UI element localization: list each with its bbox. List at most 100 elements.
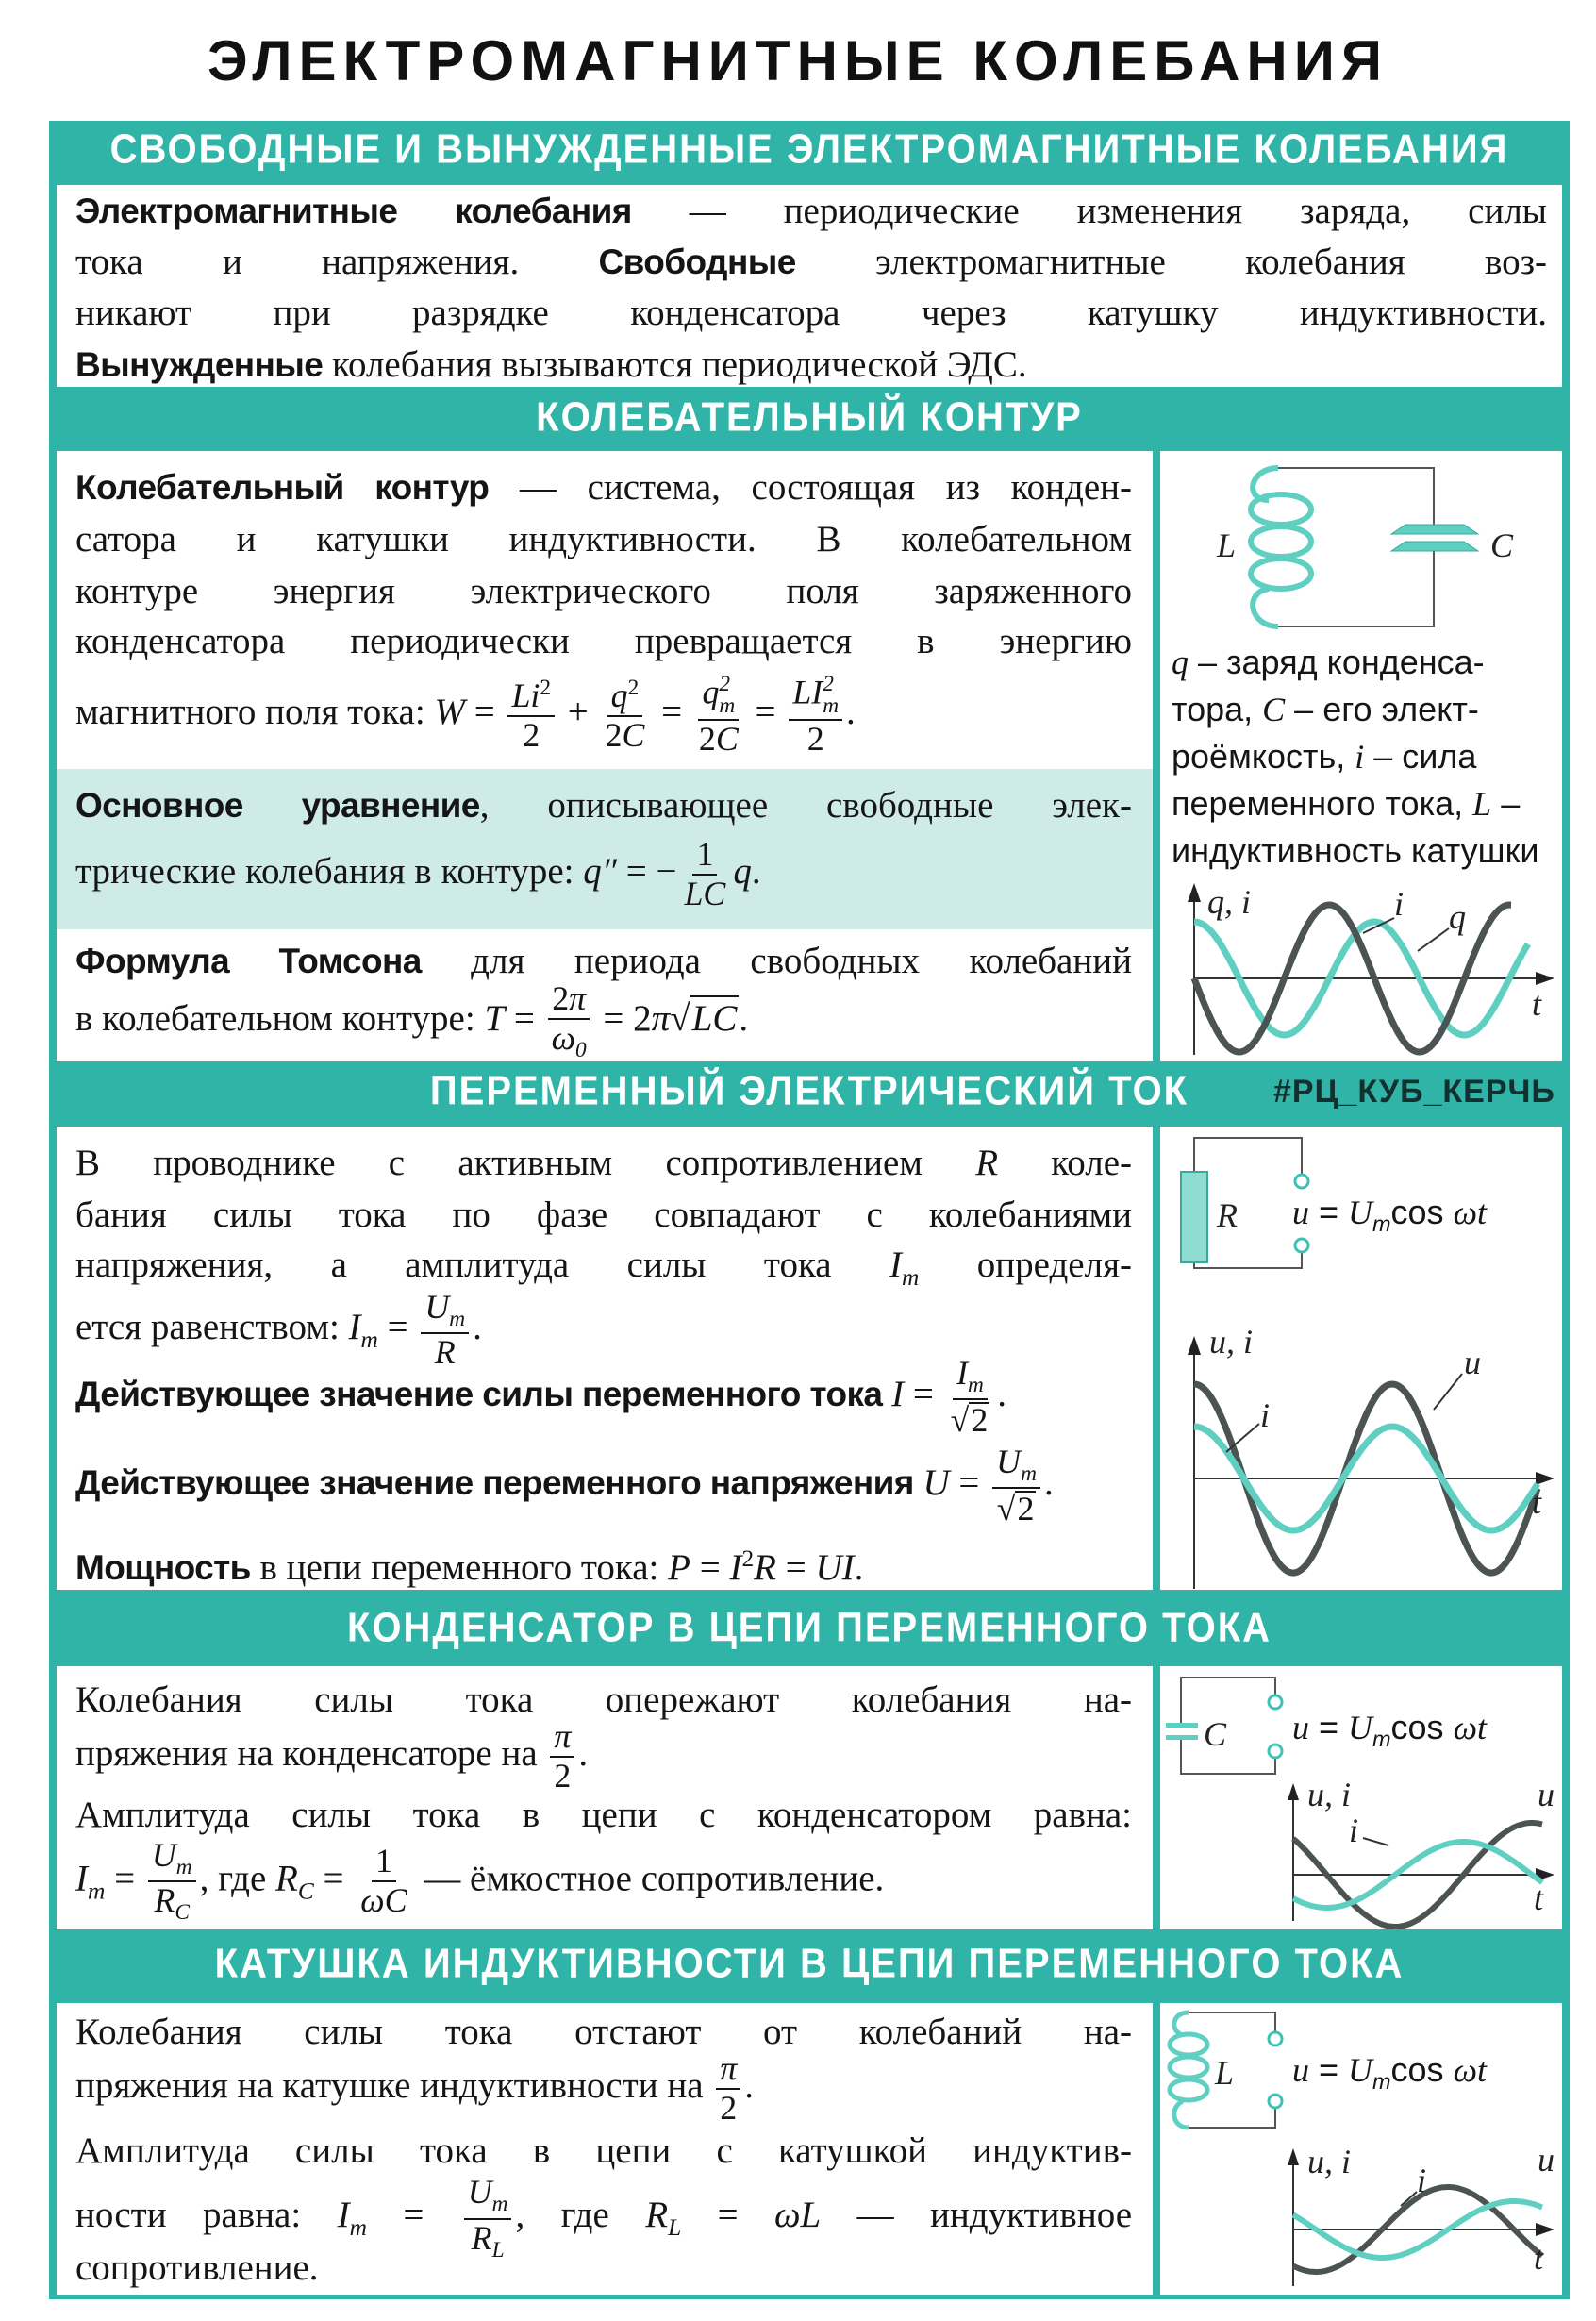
x-axis-label: t <box>1534 2239 1544 2277</box>
x-axis-arrow <box>1536 972 1554 985</box>
text: = <box>745 691 786 732</box>
text: В проводнике с активным сопротивлением <box>75 1143 976 1183</box>
radicand: 2 <box>1015 1490 1037 1528</box>
text: – сила <box>1364 737 1477 776</box>
text-line: Вынужденные колебания вызываются периоди… <box>75 339 1547 390</box>
math-symbol: R <box>471 2218 492 2257</box>
power-formula-line: Мощность в цепи переменного тока: P = I2… <box>75 1542 1132 1593</box>
fraction: Um √ 2 <box>992 1444 1040 1527</box>
section-body-free-forced <box>57 185 1562 387</box>
thomson-formula-line: в колебательном контуре: T = 2π ω0 = 2π √ L… <box>75 981 1132 1061</box>
text: роёмкость, <box>1172 737 1355 776</box>
math-symbol: ωL <box>773 2195 822 2236</box>
text-line: никают при разрядке конденсатора через к… <box>75 288 1547 339</box>
capacitor-circuit-panel: C u, i u i t u = Umcos ωt <box>1160 1666 1562 1929</box>
resistor-icon <box>1180 1171 1208 1263</box>
text: — система, состоящая из конден- <box>489 467 1132 508</box>
wave-i <box>1291 2198 1544 2261</box>
text: трические колебания в контуре: <box>75 850 584 892</box>
text: , где <box>515 2195 646 2236</box>
text: . <box>854 1547 864 1588</box>
math-symbol: C <box>622 715 645 754</box>
text: cos <box>1390 2050 1454 2090</box>
superscript: 2 <box>719 671 731 696</box>
subscript: m <box>719 693 736 719</box>
highlight-band <box>57 769 1153 929</box>
math-symbol: U <box>467 2173 492 2211</box>
fraction: Um R <box>421 1287 470 1372</box>
bold-term: Мощность <box>75 1548 251 1587</box>
line-content: магнитного поля тока: W = Li2 2 + q2 2C = … <box>75 671 856 758</box>
text: , описывающее свободные элек- <box>479 785 1132 826</box>
line-content: трические колебания в контуре: q″ = −1 LC… <box>75 837 761 911</box>
text: . <box>739 997 749 1039</box>
fraction: q2 2C <box>602 676 649 754</box>
text: — ёмкостное сопротивление. <box>414 1857 885 1898</box>
y-axis-arrow <box>1288 2148 1299 2165</box>
math-symbol: U <box>1348 1194 1373 1232</box>
text <box>882 1374 891 1414</box>
text: = <box>1309 1193 1349 1232</box>
radicand: LC <box>690 994 740 1040</box>
text: + <box>558 691 598 732</box>
math-symbol: I <box>337 2195 350 2236</box>
legend-line: тора, C – его элект- <box>1172 687 1553 732</box>
series-label-i: i <box>1349 1812 1358 1849</box>
math-symbol: u <box>1292 1194 1309 1232</box>
numerator: Im <box>953 1356 988 1401</box>
subscript: L <box>668 2214 682 2242</box>
math-symbol: UI <box>815 1547 855 1588</box>
bold-term: Свободные <box>598 242 797 281</box>
text: = <box>652 691 691 732</box>
math-symbol: L <box>1472 785 1492 823</box>
numerator: Li2 <box>507 676 556 717</box>
text: = <box>313 1857 354 1898</box>
text: контуре энергия электрического поля заря… <box>75 571 1132 611</box>
circuit-wire <box>1278 547 1435 627</box>
text: = <box>105 1857 144 1898</box>
line-content: индуктивность катушки <box>1172 831 1538 871</box>
y-axis-label: u, i <box>1307 2143 1351 2180</box>
denominator: RL <box>468 2220 508 2263</box>
math-symbol: T <box>484 997 506 1039</box>
section-header-inductor: КАТУШКА ИНДУКТИВНОСТИ В ЦЕПИ ПЕРЕМЕННОГО… <box>214 1940 1405 1987</box>
label-leader <box>1400 2191 1418 2207</box>
numerator: LI 2 m <box>789 673 843 722</box>
line-content: u = Umcos ωt <box>1292 1193 1487 1237</box>
numerator: Um <box>147 1838 196 1882</box>
text: конденсатора периодически превращается в… <box>75 621 1132 661</box>
math-symbol: LC <box>691 997 738 1039</box>
line-content: тока и напряжения. Свободные электромагн… <box>75 242 1547 282</box>
math-symbol: I <box>889 1244 903 1285</box>
math-symbol: u <box>1292 2051 1309 2090</box>
square-root: √ 2 <box>951 1402 990 1438</box>
bold-term: Колебательный контур <box>75 468 490 507</box>
fraction: 1 ωC <box>357 1844 410 1918</box>
text: – <box>1491 784 1521 823</box>
denominator: LC <box>680 876 729 911</box>
math-symbol: π <box>720 2049 738 2088</box>
text: . <box>1043 1461 1054 1503</box>
math-symbol: q <box>610 676 628 715</box>
section-body-capacitor <box>57 1666 1153 1929</box>
line-content: Вынужденные колебания вызываются периоди… <box>75 343 1027 386</box>
page-title: ЭЛЕКТРОМАГНИТНЫЕ КОЛЕБАНИЯ <box>207 29 1389 92</box>
section-header-free-forced: СВОБОДНЫЕ И ВЫНУЖДЕННЫЕ ЭЛЕКТРОМАГНИТНЫЕ… <box>109 125 1509 173</box>
line-content: Действующее значение силы переменного то… <box>75 1356 1006 1438</box>
math-symbol: I <box>891 1373 905 1414</box>
line-content: Электромагнитные колебания — периодическ… <box>75 191 1547 231</box>
subscript: m <box>449 1306 466 1331</box>
legend-line: переменного тока, L – <box>1172 781 1553 827</box>
wave-q <box>1193 918 1531 1039</box>
text-line: Основное уравнение, описывающее свободны… <box>75 778 1132 833</box>
math-symbol: R <box>434 1333 456 1372</box>
math-symbol: U <box>424 1287 450 1326</box>
fraction: LI 2 m 2 <box>789 673 843 758</box>
square-root: √ 2 <box>997 1491 1037 1527</box>
inductive-reactance-line: ности равна: Im = Um RL, где RL = ωL — ин… <box>75 2173 1132 2261</box>
text: 2 <box>1017 1490 1035 1528</box>
